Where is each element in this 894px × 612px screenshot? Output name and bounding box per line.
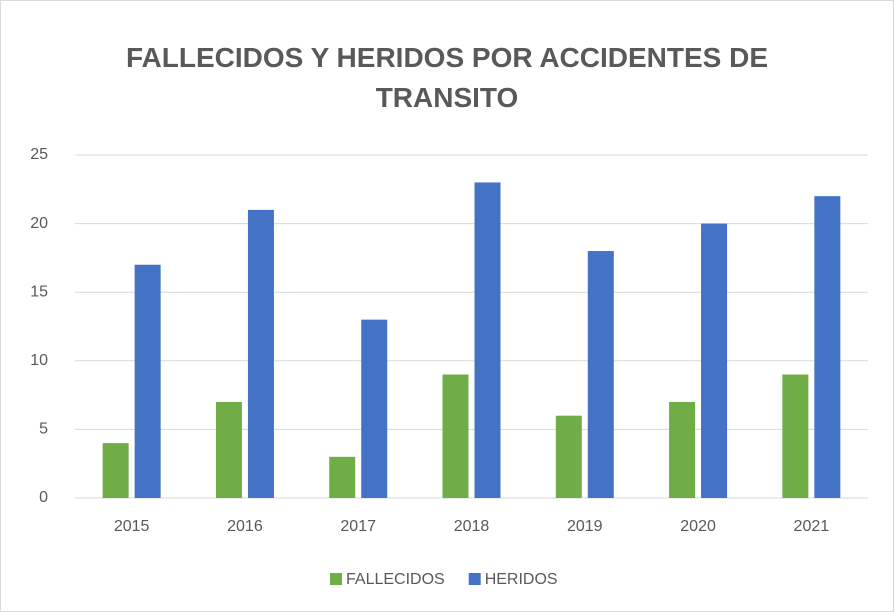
legend-swatch (468, 573, 481, 585)
bar (474, 182, 501, 498)
y-tick-label: 15 (30, 283, 48, 300)
y-tick-label: 5 (39, 421, 48, 438)
x-tick-label: 2015 (114, 518, 150, 535)
bar (701, 223, 728, 498)
chart-title: FALLECIDOS Y HERIDOS POR ACCIDENTES DE T… (125, 42, 769, 113)
x-tick-label: 2018 (454, 518, 490, 535)
y-tick-label: 10 (30, 352, 48, 369)
bar (555, 415, 582, 498)
bar (782, 374, 809, 498)
legend-swatch (330, 573, 342, 585)
x-tick-label: 2016 (227, 518, 263, 535)
bar (814, 196, 841, 498)
bar (442, 374, 469, 498)
bar (134, 264, 161, 498)
bar (361, 319, 388, 498)
bar (102, 443, 129, 498)
y-tick-label: 20 (30, 215, 48, 232)
y-tick-label: 25 (30, 146, 48, 163)
x-tick-label: 2021 (794, 518, 830, 535)
bar (215, 401, 242, 498)
bar (587, 251, 614, 498)
x-tick-label: 2019 (567, 518, 603, 535)
x-tick-label: 2017 (340, 518, 376, 535)
bar (247, 209, 274, 498)
legend-label: HERIDOS (485, 571, 558, 588)
bar (669, 401, 696, 498)
bar (329, 456, 356, 498)
x-tick-label: 2020 (680, 518, 716, 535)
legend-label: FALLECIDOS (346, 571, 445, 588)
y-tick-label: 0 (39, 489, 48, 506)
